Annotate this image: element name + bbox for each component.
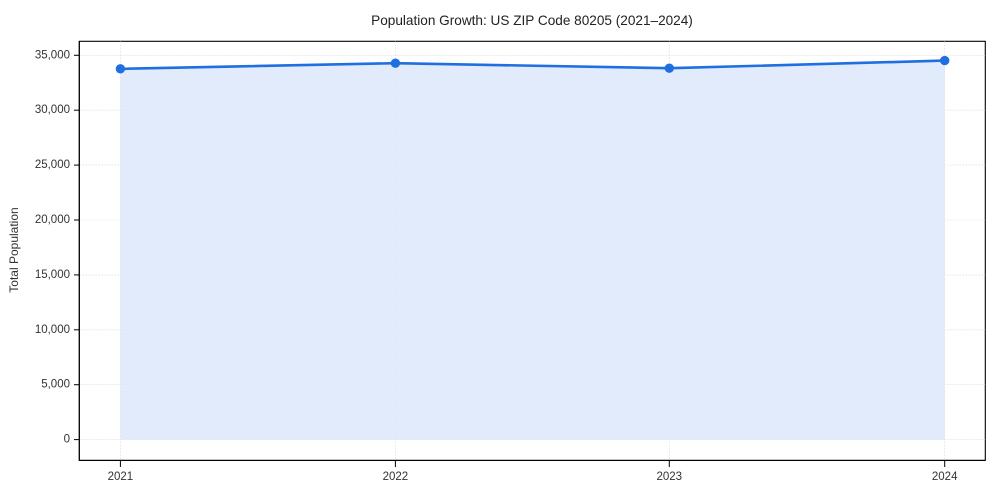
- svg-text:20,000: 20,000: [35, 214, 70, 226]
- svg-text:30,000: 30,000: [35, 104, 70, 116]
- svg-text:2023: 2023: [657, 471, 683, 483]
- svg-text:15,000: 15,000: [35, 269, 70, 281]
- svg-text:2022: 2022: [383, 471, 409, 483]
- svg-text:10,000: 10,000: [35, 324, 70, 336]
- svg-text:5,000: 5,000: [41, 379, 70, 391]
- svg-text:25,000: 25,000: [35, 159, 70, 171]
- svg-text:35,000: 35,000: [35, 49, 70, 61]
- svg-text:0: 0: [64, 434, 70, 446]
- svg-text:2024: 2024: [932, 471, 958, 483]
- svg-text:2021: 2021: [108, 471, 134, 483]
- svg-text:Total Population: Total Population: [7, 207, 21, 292]
